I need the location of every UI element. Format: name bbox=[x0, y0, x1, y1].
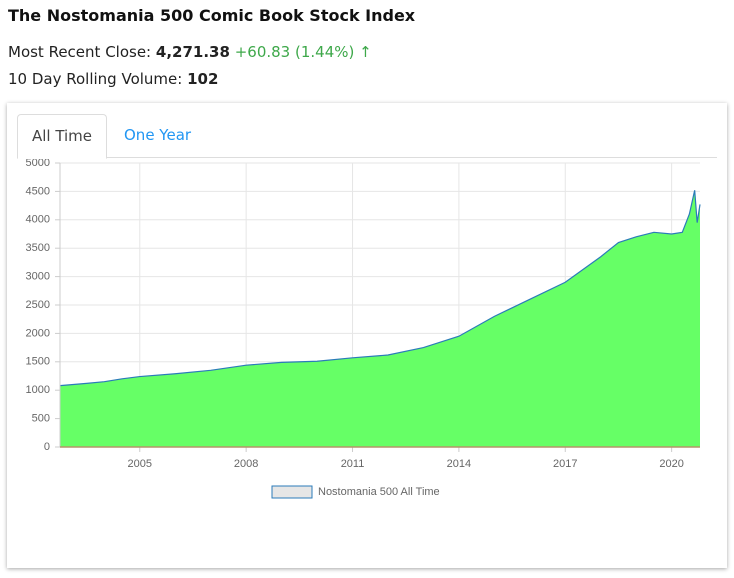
x-tick-label: 2020 bbox=[659, 458, 683, 470]
y-tick-label: 5000 bbox=[26, 157, 50, 169]
x-tick-label: 2017 bbox=[553, 458, 577, 470]
y-tick-label: 0 bbox=[44, 441, 50, 453]
close-label: Most Recent Close: bbox=[8, 43, 152, 61]
page-title: The Nostomania 500 Comic Book Stock Inde… bbox=[8, 6, 416, 25]
volume-value: 102 bbox=[187, 70, 219, 88]
y-tick-label: 4500 bbox=[26, 185, 50, 197]
close-row: Most Recent Close: 4,271.38 +60.83 (1.44… bbox=[8, 43, 372, 61]
tab[interactable]: One Year bbox=[124, 126, 192, 144]
y-tick-label: 1000 bbox=[26, 384, 50, 396]
tab-divider bbox=[17, 157, 717, 158]
volume-label: 10 Day Rolling Volume: bbox=[8, 70, 183, 88]
line bbox=[59, 190, 701, 387]
legend-swatch bbox=[271, 485, 313, 499]
y-tick-label: 3500 bbox=[26, 242, 50, 254]
close-change: +60.83 (1.44%) bbox=[234, 43, 355, 61]
y-tick-label: 2500 bbox=[26, 299, 50, 311]
x-tick-label: 2014 bbox=[447, 458, 471, 470]
area bbox=[60, 190, 700, 447]
x-tick-label: 2005 bbox=[128, 458, 152, 470]
tab[interactable]: All Time bbox=[17, 114, 107, 159]
x-tick-label: 2011 bbox=[341, 458, 365, 470]
y-tick-label: 4000 bbox=[26, 214, 50, 226]
y-tick-label: 3000 bbox=[26, 271, 50, 283]
y-tick-label: 500 bbox=[32, 413, 50, 425]
close-arrow: ↑ bbox=[359, 43, 372, 61]
x-tick-label: 2008 bbox=[234, 458, 258, 470]
legend-label: Nostomania 500 All Time bbox=[318, 486, 440, 498]
y-tick-label: 2000 bbox=[26, 327, 50, 339]
volume-row: 10 Day Rolling Volume: 102 bbox=[8, 70, 218, 88]
y-tick-label: 1500 bbox=[26, 356, 50, 368]
close-value: 4,271.38 bbox=[155, 43, 230, 61]
